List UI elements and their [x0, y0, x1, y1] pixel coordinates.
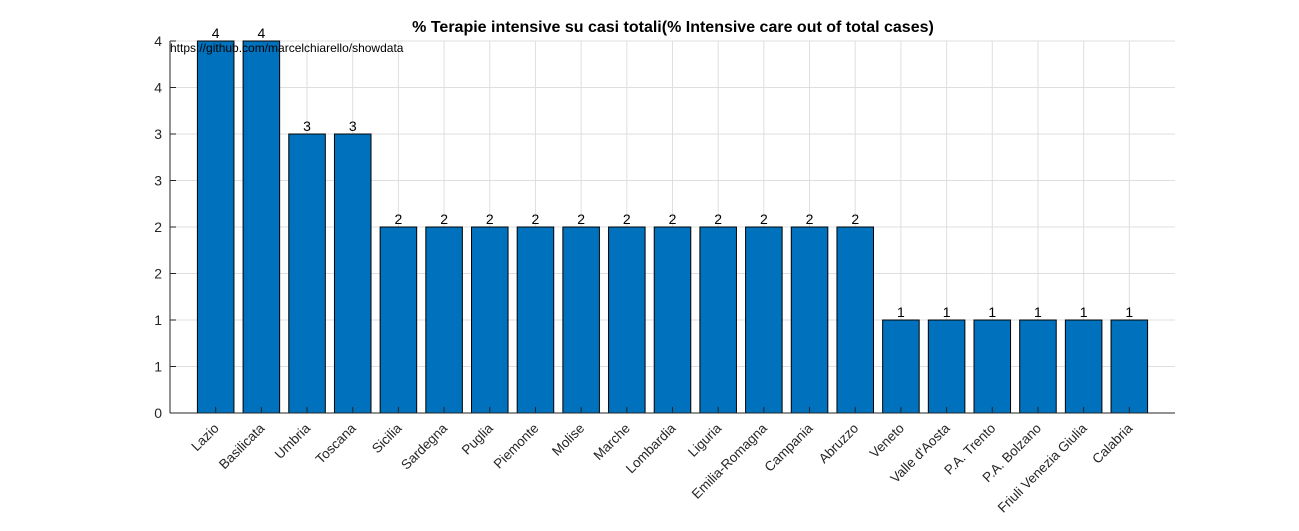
data-label: 2 [806, 211, 814, 227]
data-label: 2 [532, 211, 540, 227]
y-tick-label: 3 [154, 126, 162, 142]
x-tick-label: Piemonte [491, 421, 542, 472]
x-tick-label: Lombardia [623, 420, 679, 476]
data-label: 1 [1125, 304, 1133, 320]
bar-abruzzo [836, 226, 874, 414]
bar-campania [790, 226, 829, 414]
bar-lombardia [653, 226, 692, 414]
bar-veneto [882, 319, 920, 414]
x-tick-label: Marche [591, 421, 633, 463]
bar-calabria [1110, 319, 1149, 414]
x-tick-label: Liguria [685, 420, 725, 460]
bar-umbria [288, 133, 326, 414]
bar-basilicata [242, 40, 281, 414]
data-label: 1 [943, 304, 951, 320]
x-tick-label: Sardegna [398, 420, 450, 472]
bar-liguria [699, 226, 737, 414]
x-tick-label: Umbria [272, 420, 314, 462]
data-label: 3 [349, 118, 357, 134]
data-label: 1 [1034, 304, 1042, 320]
bars [196, 40, 1149, 414]
y-tick-label: 4 [154, 80, 162, 96]
y-tick-label: 2 [154, 266, 162, 282]
y-tick-label: 1 [154, 359, 162, 375]
data-label: 2 [577, 211, 585, 227]
data-label: 1 [897, 304, 905, 320]
data-label: 2 [623, 211, 631, 227]
x-tick-label: Sicilia [369, 420, 405, 456]
x-tick-label: Calabria [1089, 420, 1136, 467]
y-tick-label: 2 [154, 219, 162, 235]
y-tick-label: 1 [154, 312, 162, 328]
bar-toscana [333, 133, 372, 414]
data-label: 2 [714, 211, 722, 227]
x-tick-label: Abruzzo [816, 421, 862, 467]
chart-title: % Terapie intensive su casi totali(% Int… [412, 19, 934, 36]
source-annotation: https://github.com/marcelchiarello/showd… [170, 41, 404, 55]
data-label: 4 [257, 25, 265, 41]
data-label: 2 [486, 211, 494, 227]
data-labels: 4 4 3 3 2 2 2 2 2 2 2 2 2 2 2 1 1 1 1 1 1 [212, 25, 1134, 320]
x-tick-label: Lazio [188, 421, 221, 454]
data-label: 1 [1080, 304, 1088, 320]
x-tick-label: Basilicata [216, 420, 268, 472]
x-tick-label: Toscana [313, 420, 360, 467]
x-tick-label: Puglia [459, 420, 496, 457]
data-label: 2 [440, 211, 448, 227]
x-tick-label: Veneto [867, 421, 907, 461]
data-label: 2 [395, 211, 403, 227]
bar-friuli-venezia-giulia [1064, 319, 1103, 414]
x-tick-label: Friuli Venezia Giulia [995, 420, 1090, 515]
bar-sardegna [425, 226, 463, 414]
bar-piemonte [516, 226, 555, 414]
data-label: 4 [212, 25, 220, 41]
axes [169, 40, 1175, 414]
data-label: 2 [669, 211, 677, 227]
bar-marche [608, 226, 646, 414]
y-tick-label: 3 [154, 173, 162, 189]
bar-puglia [471, 226, 509, 414]
x-tick-label: Campania [762, 420, 816, 474]
bar-valle-d-aosta [927, 319, 966, 414]
bar-sicilia [379, 226, 418, 414]
y-tick-label: 0 [154, 405, 162, 421]
bar-emilia-romagna [745, 226, 783, 414]
data-label: 1 [988, 304, 996, 320]
y-tick-label: 4 [154, 33, 162, 49]
x-tick-label: Molise [549, 421, 587, 459]
data-label: 3 [303, 118, 311, 134]
data-label: 2 [851, 211, 859, 227]
bar-molise [562, 226, 600, 414]
bar-p-a-bolzano [1019, 319, 1057, 414]
bar-p-a-trento [973, 319, 1012, 414]
bar-lazio [196, 40, 235, 414]
data-label: 2 [760, 211, 768, 227]
y-tick-labels: 0 1 1 2 2 3 3 4 4 [154, 33, 162, 421]
